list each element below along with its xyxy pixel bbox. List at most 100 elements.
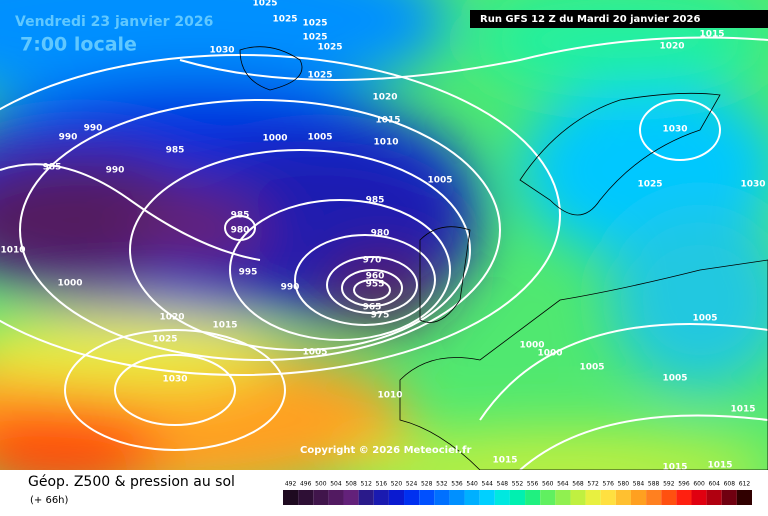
isobar-label: 1000 <box>57 279 82 289</box>
colorbar: 492 496 500 504 508 512 516 520 524 528 532 536 540 5… <box>283 481 752 505</box>
isobar-label: 1010 <box>0 246 25 256</box>
colorbar-cell <box>721 490 737 505</box>
isobar-label: 975 <box>371 311 390 321</box>
isobar-label: 980 <box>371 229 390 239</box>
isobar-label: 1000 <box>519 341 544 351</box>
colorbar-cell <box>706 490 722 505</box>
isobar-label: 1015 <box>662 463 687 473</box>
isobar-label: 1025 <box>272 15 297 25</box>
date-label: Vendredi 23 janvier 2026 <box>15 14 213 30</box>
isobar-label: 1010 <box>377 391 402 401</box>
isobar-label: 955 <box>366 280 385 290</box>
colorbar-cell <box>630 490 647 505</box>
isobar-label: 970 <box>363 256 382 266</box>
colorbar-label: 560 <box>542 481 554 488</box>
colorbar-label: 532 <box>436 481 448 488</box>
isobar-label: 985 <box>43 163 62 173</box>
isobar-label: 1005 <box>302 348 327 358</box>
colorbar-label: 600 <box>693 481 705 488</box>
isobar-label: 1015 <box>212 321 237 331</box>
isobar-label: 1025 <box>302 33 327 43</box>
isobar-label: 1020 <box>159 313 184 323</box>
isobar-label: 985 <box>166 146 185 156</box>
colorbar-cell <box>479 490 495 505</box>
colorbar-cell <box>313 490 329 505</box>
isobar-label: 1020 <box>659 42 684 52</box>
isobar-label: 1025 <box>307 71 332 81</box>
colorbar-cell <box>343 490 359 505</box>
colorbar-label: 596 <box>678 481 690 488</box>
colorbar-cell <box>540 490 556 505</box>
isobar-label: 1005 <box>427 176 452 186</box>
isobar-label: 1000 <box>262 134 287 144</box>
run-box <box>470 10 768 28</box>
colorbar-cell <box>600 490 616 505</box>
colorbar-label: 508 <box>345 481 357 488</box>
colorbar-cell <box>373 490 389 505</box>
isobar-labels: 1025 1025 1025 1025 1025 1030 1025 1020 … <box>0 0 765 473</box>
isobar-label: 965 <box>363 303 382 313</box>
isobar-label: 990 <box>106 166 125 176</box>
colorbar-cell <box>419 490 435 505</box>
isobar-label: 960 <box>366 272 385 282</box>
colorbar-label: 592 <box>663 481 675 488</box>
isobar-label: 990 <box>84 124 103 134</box>
isobar-label: 1025 <box>152 335 177 345</box>
colorbar-label: 500 <box>315 481 327 488</box>
colorbar-cell <box>434 490 450 505</box>
isobar-label: 1025 <box>252 0 277 9</box>
coastlines <box>239 46 768 470</box>
colorbar-cell <box>736 490 752 505</box>
colorbar-label: 564 <box>557 481 569 488</box>
isobar-label: 1015 <box>375 116 400 126</box>
isobar-label: 1030 <box>209 46 234 56</box>
isobar-label: 1000 <box>537 349 562 359</box>
footer-title: Géop. Z500 & pression au sol <box>28 474 235 490</box>
isobar-label: 1015 <box>707 461 732 471</box>
colorbar-label: 544 <box>482 481 494 488</box>
isobar-label: 1030 <box>162 375 187 385</box>
isobar-label: 1030 <box>740 180 765 190</box>
colorbar-label: 516 <box>376 481 388 488</box>
colorbar-cell <box>555 490 571 505</box>
isobar-label: 1010 <box>373 138 398 148</box>
colorbar-label: 528 <box>421 481 433 488</box>
copyright: Copyright © 2026 Meteociel.fr <box>300 445 471 456</box>
colorbar-label: 612 <box>739 481 751 488</box>
colorbar-cell <box>358 490 374 505</box>
colorbar-label: 568 <box>572 481 584 488</box>
isobar-label: 1030 <box>662 125 687 135</box>
colorbar-label: 496 <box>300 481 312 488</box>
isobar-label: 1005 <box>579 363 604 373</box>
isobar-label: 1005 <box>307 133 332 143</box>
colorbar-label: 548 <box>497 481 509 488</box>
colorbar-cell <box>449 490 465 505</box>
isobar-label: 1025 <box>637 180 662 190</box>
isobar-label: 980 <box>231 226 250 236</box>
colorbar-label: 504 <box>330 481 342 488</box>
isobar-label: 1005 <box>662 374 687 384</box>
isobar-label: 1020 <box>372 93 397 103</box>
colorbar-label: 576 <box>603 481 615 488</box>
colorbar-label: 524 <box>406 481 418 488</box>
colorbar-label: 608 <box>724 481 736 488</box>
colorbar-cell <box>570 490 586 505</box>
colorbar-cell <box>494 490 510 505</box>
colorbar-cell <box>404 490 420 505</box>
colorbar-label: 512 <box>360 481 372 488</box>
colorbar-cell <box>298 490 314 505</box>
colorbar-cell <box>388 490 405 505</box>
isobar-label: 1015 <box>699 30 724 40</box>
run-label: Run GFS 12 Z du Mardi 20 janvier 2026 <box>480 14 700 25</box>
colorbar-cell <box>691 490 707 505</box>
colorbar-label: 556 <box>527 481 539 488</box>
colorbar-label: 588 <box>648 481 660 488</box>
isobar-label: 1015 <box>730 405 755 415</box>
colorbar-label: 572 <box>587 481 599 488</box>
colorbar-cell <box>328 490 344 505</box>
colorbar-cell <box>509 490 526 505</box>
colorbar-cell <box>615 490 631 505</box>
colorbar-cell <box>661 490 677 505</box>
isobar-label: 985 <box>231 211 250 221</box>
